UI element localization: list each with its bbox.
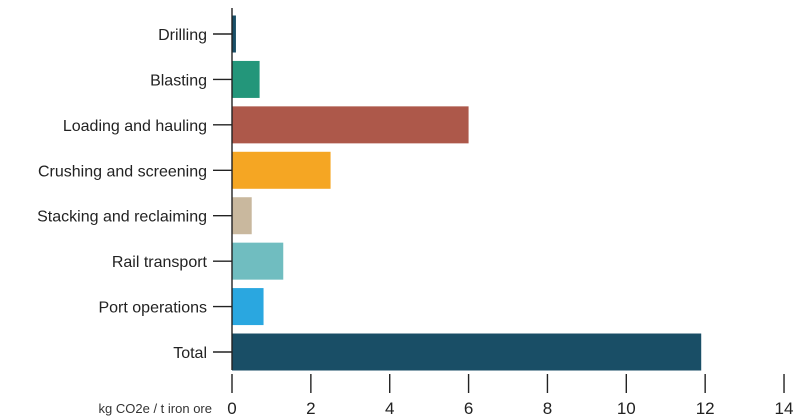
bar-loading-and-hauling [232, 106, 469, 144]
category-label-total: Total [173, 345, 207, 362]
x-tick-label-14: 14 [775, 399, 794, 418]
category-label-crushing-and-screening: Crushing and screening [38, 163, 207, 180]
category-label-stacking-and-reclaiming: Stacking and reclaiming [37, 209, 207, 226]
category-label-rail-transport: Rail transport [112, 254, 208, 271]
bar-drilling [232, 15, 236, 53]
category-label-loading-and-hauling: Loading and hauling [63, 118, 207, 135]
bar-total [232, 333, 702, 371]
bars-group [232, 15, 702, 371]
x-tick-label-8: 8 [543, 399, 552, 418]
category-label-blasting: Blasting [150, 72, 207, 89]
x-tick-label-2: 2 [306, 399, 315, 418]
bar-crushing-and-screening [232, 151, 331, 189]
x-tick-label-10: 10 [617, 399, 636, 418]
x-tick-label-12: 12 [696, 399, 715, 418]
x-tick-label-0: 0 [227, 399, 236, 418]
x-tick-label-4: 4 [385, 399, 394, 418]
bar-blasting [232, 60, 260, 98]
category-label-drilling: Drilling [158, 27, 207, 44]
x-axis-ticks: 0 2 4 6 8 10 12 14 [227, 374, 793, 418]
x-axis-unit-label: kg CO2e / t iron ore [99, 401, 212, 416]
bar-stacking-and-reclaiming [232, 197, 252, 235]
category-label-port-operations: Port operations [98, 300, 207, 317]
category-labels: Drilling Blasting Loading and hauling Crush… [37, 27, 232, 362]
x-tick-label-6: 6 [464, 399, 473, 418]
bar-rail-transport [232, 242, 284, 280]
bar-port-operations [232, 288, 264, 326]
